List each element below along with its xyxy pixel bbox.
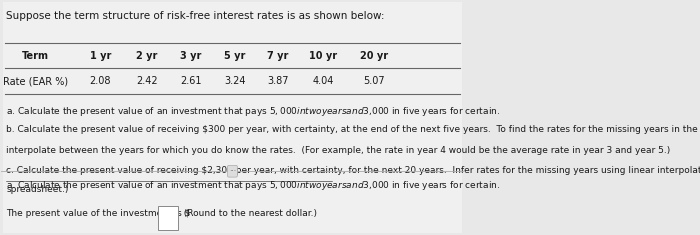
Text: Suppose the term structure of risk-free interest rates is as shown below:: Suppose the term structure of risk-free … (6, 11, 385, 21)
Text: 2.61: 2.61 (180, 76, 202, 86)
Text: c. Calculate the present value of receiving $2,300 per year, with certainty, for: c. Calculate the present value of receiv… (6, 166, 700, 175)
Text: Term: Term (22, 51, 49, 61)
Text: 2.42: 2.42 (136, 76, 158, 86)
Text: Rate (EAR %): Rate (EAR %) (3, 76, 68, 86)
Text: interpolate between the years for which you do know the rates.  (For example, th: interpolate between the years for which … (6, 146, 671, 155)
Text: 4.04: 4.04 (312, 76, 333, 86)
Text: 1 yr: 1 yr (90, 51, 111, 61)
Text: b. Calculate the present value of receiving $300 per year, with certainty, at th: b. Calculate the present value of receiv… (6, 125, 700, 134)
FancyBboxPatch shape (158, 206, 178, 230)
Text: (Round to the nearest dollar.): (Round to the nearest dollar.) (178, 209, 317, 218)
Text: a. Calculate the present value of an investment that pays $5,000 in two years an: a. Calculate the present value of an inv… (6, 105, 500, 118)
Text: The present value of the investment is $: The present value of the investment is $ (6, 209, 190, 218)
FancyBboxPatch shape (3, 2, 462, 233)
Text: 7 yr: 7 yr (267, 51, 288, 61)
Text: 3.87: 3.87 (267, 76, 288, 86)
Text: 2.08: 2.08 (90, 76, 111, 86)
Text: 20 yr: 20 yr (360, 51, 388, 61)
Text: 5 yr: 5 yr (224, 51, 246, 61)
Text: 2 yr: 2 yr (136, 51, 158, 61)
Text: spreadsheet.): spreadsheet.) (6, 185, 69, 194)
Text: ···: ··· (229, 167, 236, 176)
Text: a. Calculate the present value of an investment that pays $5,000 in two years an: a. Calculate the present value of an inv… (6, 179, 500, 192)
Text: 3.24: 3.24 (224, 76, 246, 86)
Text: 10 yr: 10 yr (309, 51, 337, 61)
Text: 3 yr: 3 yr (180, 51, 202, 61)
Text: 5.07: 5.07 (363, 76, 384, 86)
